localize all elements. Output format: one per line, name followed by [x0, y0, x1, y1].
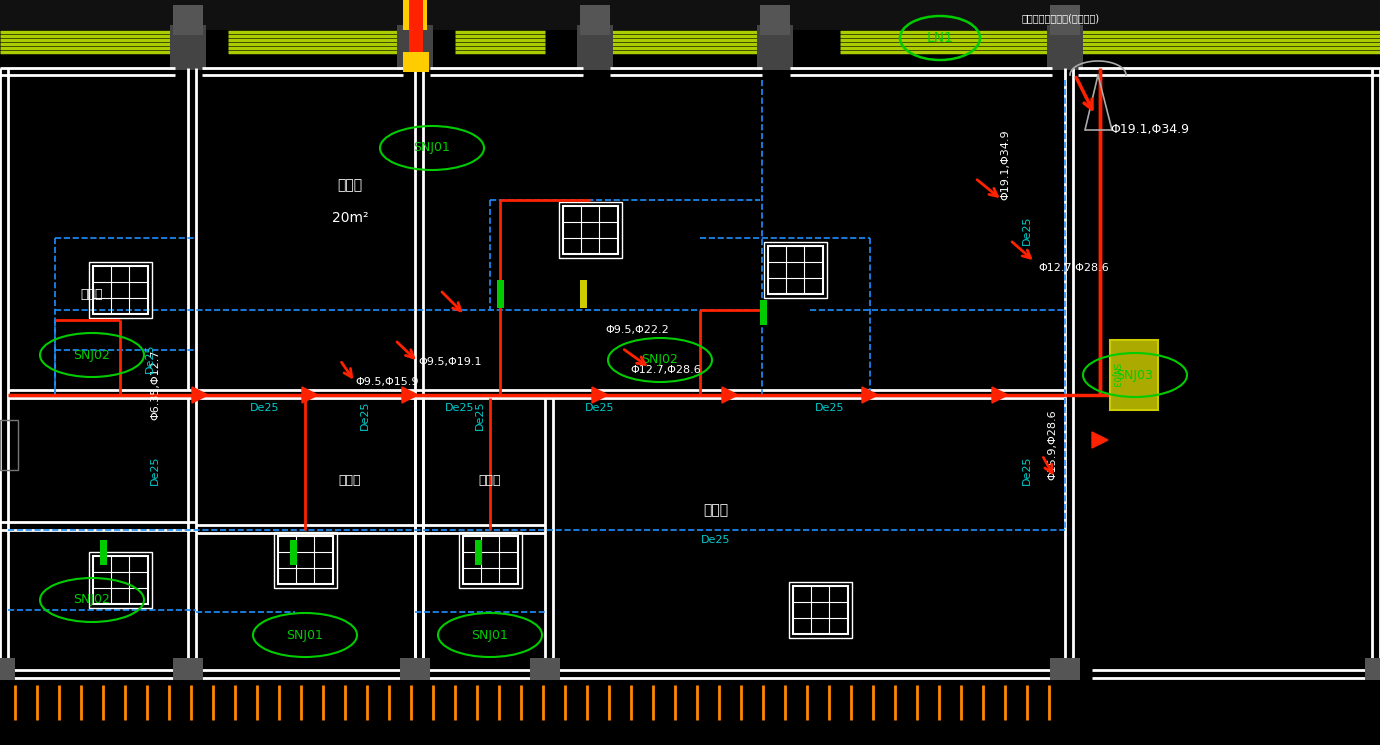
Text: De25: De25: [1023, 215, 1032, 245]
Bar: [92, 266, 148, 314]
Bar: [577, 25, 613, 70]
Text: 洗澡室: 洗澡室: [338, 178, 363, 192]
Bar: [1050, 658, 1081, 680]
Text: 办公室: 办公室: [479, 474, 501, 486]
Text: Φ12.7,Φ28.6: Φ12.7,Φ28.6: [631, 365, 701, 375]
Bar: [1110, 340, 1158, 410]
Text: Φ9.5,Φ19.1: Φ9.5,Φ19.1: [418, 357, 482, 367]
Bar: [788, 582, 851, 638]
Text: Φ19.1,Φ34.9: Φ19.1,Φ34.9: [1000, 130, 1010, 200]
Bar: [1365, 658, 1380, 680]
Bar: [580, 280, 586, 308]
Text: De25: De25: [250, 403, 280, 413]
Bar: [0, 420, 18, 470]
Text: De25: De25: [446, 403, 475, 413]
Text: De25: De25: [145, 343, 155, 372]
Bar: [170, 25, 206, 70]
Text: 会议室: 会议室: [81, 288, 104, 302]
Text: De25: De25: [1023, 455, 1032, 485]
Text: SNJ01: SNJ01: [472, 629, 508, 641]
Text: Φ15.9,Φ28.6: Φ15.9,Φ28.6: [1047, 409, 1057, 480]
Text: SNJ01: SNJ01: [414, 142, 450, 154]
Bar: [408, 0, 424, 72]
Polygon shape: [722, 387, 738, 403]
Polygon shape: [592, 387, 609, 403]
Polygon shape: [1092, 432, 1108, 448]
Bar: [580, 5, 610, 35]
Text: 此门用于连接数量(方向不对): 此门用于连接数量(方向不对): [1021, 13, 1100, 23]
Text: De25: De25: [816, 403, 845, 413]
Text: 振铃室: 振铃室: [704, 503, 729, 517]
Bar: [172, 658, 203, 680]
Text: De25: De25: [475, 400, 484, 430]
Text: 20m²: 20m²: [331, 211, 368, 225]
Bar: [559, 202, 621, 258]
Text: De25: De25: [150, 455, 160, 485]
Bar: [758, 25, 793, 70]
Bar: [172, 5, 203, 35]
Polygon shape: [862, 387, 878, 403]
Bar: [458, 532, 522, 588]
Bar: [290, 540, 297, 565]
Text: Φ9.5,Φ15.9: Φ9.5,Φ15.9: [355, 377, 418, 387]
Text: SNJ02: SNJ02: [73, 349, 110, 361]
Bar: [403, 52, 429, 72]
Text: Φ19.1,Φ34.9: Φ19.1,Φ34.9: [1110, 124, 1190, 136]
Bar: [760, 300, 767, 325]
Bar: [1110, 340, 1158, 410]
Polygon shape: [192, 387, 208, 403]
Bar: [763, 242, 827, 298]
Text: De25: De25: [701, 535, 731, 545]
Bar: [530, 658, 560, 680]
Polygon shape: [992, 387, 1007, 403]
Bar: [99, 540, 108, 565]
Bar: [88, 552, 152, 608]
Polygon shape: [302, 387, 317, 403]
Text: Φ12.7,Φ28.6: Φ12.7,Φ28.6: [1038, 263, 1108, 273]
Bar: [397, 25, 433, 70]
Bar: [277, 536, 333, 584]
Bar: [273, 532, 337, 588]
Bar: [0, 658, 15, 680]
Text: LN1: LN1: [926, 31, 954, 45]
Text: Φ6.35,Φ12.7: Φ6.35,Φ12.7: [150, 349, 160, 420]
Text: Φ9.5,Φ22.2: Φ9.5,Φ22.2: [604, 325, 669, 335]
Bar: [92, 556, 148, 604]
Bar: [475, 540, 482, 565]
Text: De25: De25: [360, 400, 370, 430]
Bar: [497, 280, 504, 308]
Bar: [403, 0, 426, 30]
Text: SNJ02: SNJ02: [642, 353, 679, 367]
Bar: [462, 536, 518, 584]
Text: De25: De25: [585, 403, 614, 413]
Bar: [760, 5, 789, 35]
Bar: [88, 262, 152, 318]
Text: 办公室: 办公室: [338, 474, 362, 486]
Text: SNJ01: SNJ01: [287, 629, 323, 641]
Bar: [563, 206, 617, 254]
Bar: [0, 0, 1380, 30]
Text: SNJ02: SNJ02: [73, 594, 110, 606]
Bar: [792, 586, 847, 634]
Text: SNJ03: SNJ03: [1111, 363, 1119, 387]
Bar: [400, 658, 431, 680]
Bar: [1050, 5, 1081, 35]
Bar: [1047, 25, 1083, 70]
Bar: [767, 246, 822, 294]
Polygon shape: [402, 387, 418, 403]
Text: SNJ03: SNJ03: [1116, 369, 1154, 381]
